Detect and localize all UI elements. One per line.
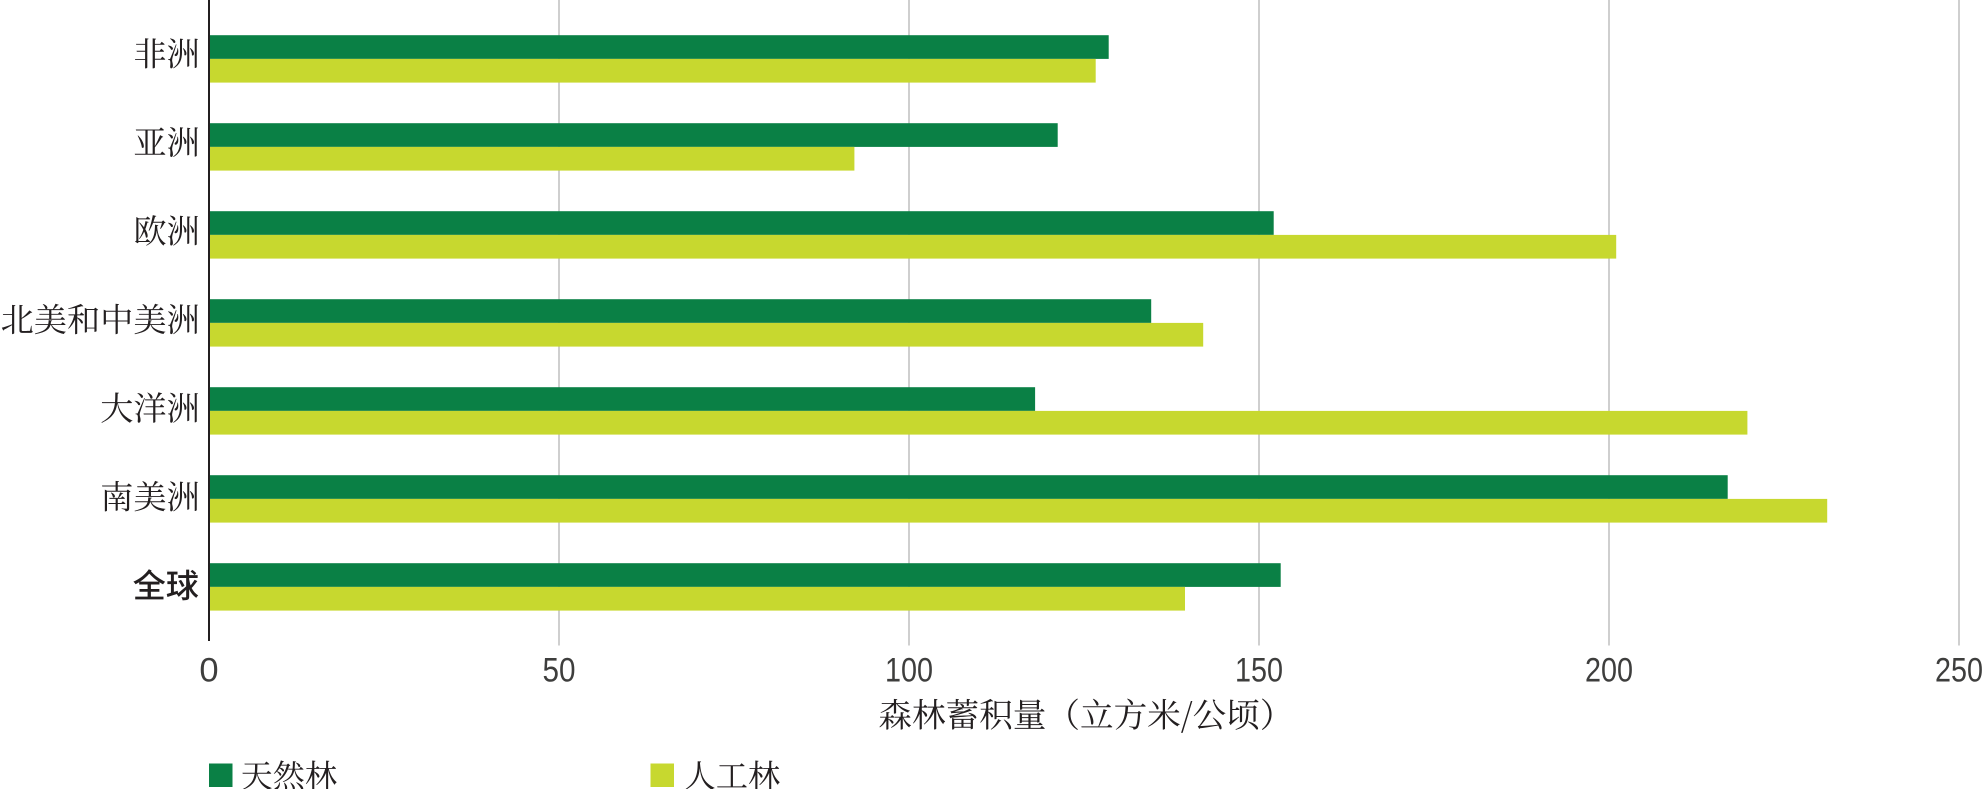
svg-text:200: 200: [1585, 652, 1633, 690]
svg-text:150: 150: [1235, 652, 1283, 690]
svg-text:0: 0: [199, 652, 218, 690]
svg-text:100: 100: [885, 652, 933, 690]
svg-text:250: 250: [1935, 652, 1982, 690]
svg-text:50: 50: [543, 652, 576, 690]
